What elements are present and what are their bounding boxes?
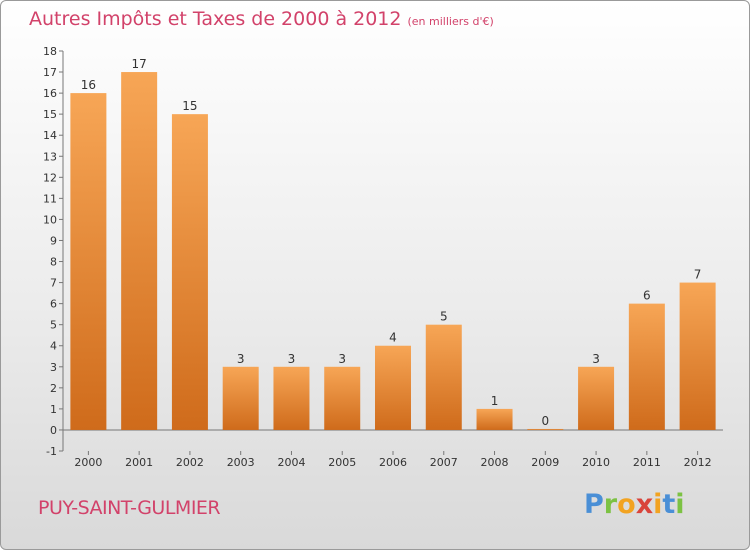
x-tick-label: 2002	[176, 456, 204, 469]
y-tick-label: 10	[43, 213, 57, 226]
bar-value-label: 5	[440, 310, 448, 324]
logo-letter: r	[603, 489, 618, 520]
y-tick-label: 6	[50, 298, 57, 311]
chart-title: Autres Impôts et Taxes de 2000 à 2012 (en…	[29, 8, 494, 30]
y-tick-label: -1	[46, 445, 57, 458]
bar-value-label: 4	[389, 331, 397, 345]
bar-value-label: 16	[81, 78, 96, 92]
logo-letter: i	[675, 489, 685, 520]
x-tick-label: 2004	[277, 456, 305, 469]
x-tick-label: 2010	[582, 456, 610, 469]
bar-value-label: 7	[694, 268, 702, 282]
bar	[70, 93, 107, 430]
x-tick-label: 2011	[633, 456, 661, 469]
bar	[324, 366, 361, 430]
y-tick-label: 17	[43, 66, 57, 79]
y-tick-label: 9	[50, 234, 57, 247]
bar-value-label: 6	[643, 289, 651, 303]
x-tick-label: 2009	[531, 456, 559, 469]
y-tick-label: 7	[50, 277, 57, 290]
bar	[273, 366, 310, 430]
y-tick-label: 3	[50, 361, 57, 374]
x-tick-label: 2007	[430, 456, 458, 469]
y-tick-label: 4	[50, 340, 57, 353]
logo-letter: P	[584, 489, 604, 520]
bar-value-label: 0	[541, 414, 549, 428]
bar	[578, 366, 615, 430]
bar	[425, 324, 462, 430]
x-tick-label: 2001	[125, 456, 153, 469]
y-tick-label: 16	[43, 87, 57, 100]
logo-letter: o	[617, 489, 636, 520]
logo-letter: t	[662, 489, 676, 520]
y-tick-label: 0	[50, 424, 57, 437]
bar-value-label: 1	[491, 394, 499, 408]
y-tick-label: 11	[43, 192, 57, 205]
bar-value-label: 17	[132, 57, 147, 71]
y-tick-label: 14	[43, 129, 57, 142]
chart-title-text: Autres Impôts et Taxes de 2000 à 2012	[29, 8, 402, 30]
bar	[527, 428, 564, 430]
x-tick-label: 2005	[328, 456, 356, 469]
bar	[375, 345, 411, 430]
bar	[628, 303, 665, 430]
logo-letter: x	[635, 489, 654, 520]
chart-title-unit: (en milliers d'€)	[407, 15, 494, 28]
x-tick-label: 2000	[74, 456, 102, 469]
y-tick-label: 18	[43, 45, 57, 58]
x-tick-label: 2008	[481, 456, 509, 469]
y-tick-label: 5	[50, 319, 57, 332]
proxiti-logo[interactable]: Proxiti	[584, 489, 685, 520]
x-tick-label: 2006	[379, 456, 407, 469]
bar-value-label: 3	[237, 352, 245, 366]
bar-value-label: 3	[592, 352, 600, 366]
bar-value-label: 15	[182, 99, 197, 113]
bar	[171, 114, 208, 430]
bar	[679, 282, 716, 430]
bar	[121, 72, 158, 430]
y-tick-label: 13	[43, 150, 57, 163]
bar-value-label: 3	[288, 352, 296, 366]
x-tick-label: 2012	[684, 456, 712, 469]
x-tick-label: 2003	[227, 456, 255, 469]
y-tick-label: 8	[50, 256, 57, 269]
bar	[476, 408, 513, 430]
commune-name: PUY-SAINT-GULMIER	[38, 497, 221, 519]
logo-letter: i	[653, 489, 663, 520]
y-tick-label: 12	[43, 171, 57, 184]
y-tick-label: 15	[43, 108, 57, 121]
y-tick-label: 2	[50, 382, 57, 395]
bar-value-label: 3	[338, 352, 346, 366]
y-tick-label: 1	[50, 403, 57, 416]
bar	[222, 366, 259, 430]
